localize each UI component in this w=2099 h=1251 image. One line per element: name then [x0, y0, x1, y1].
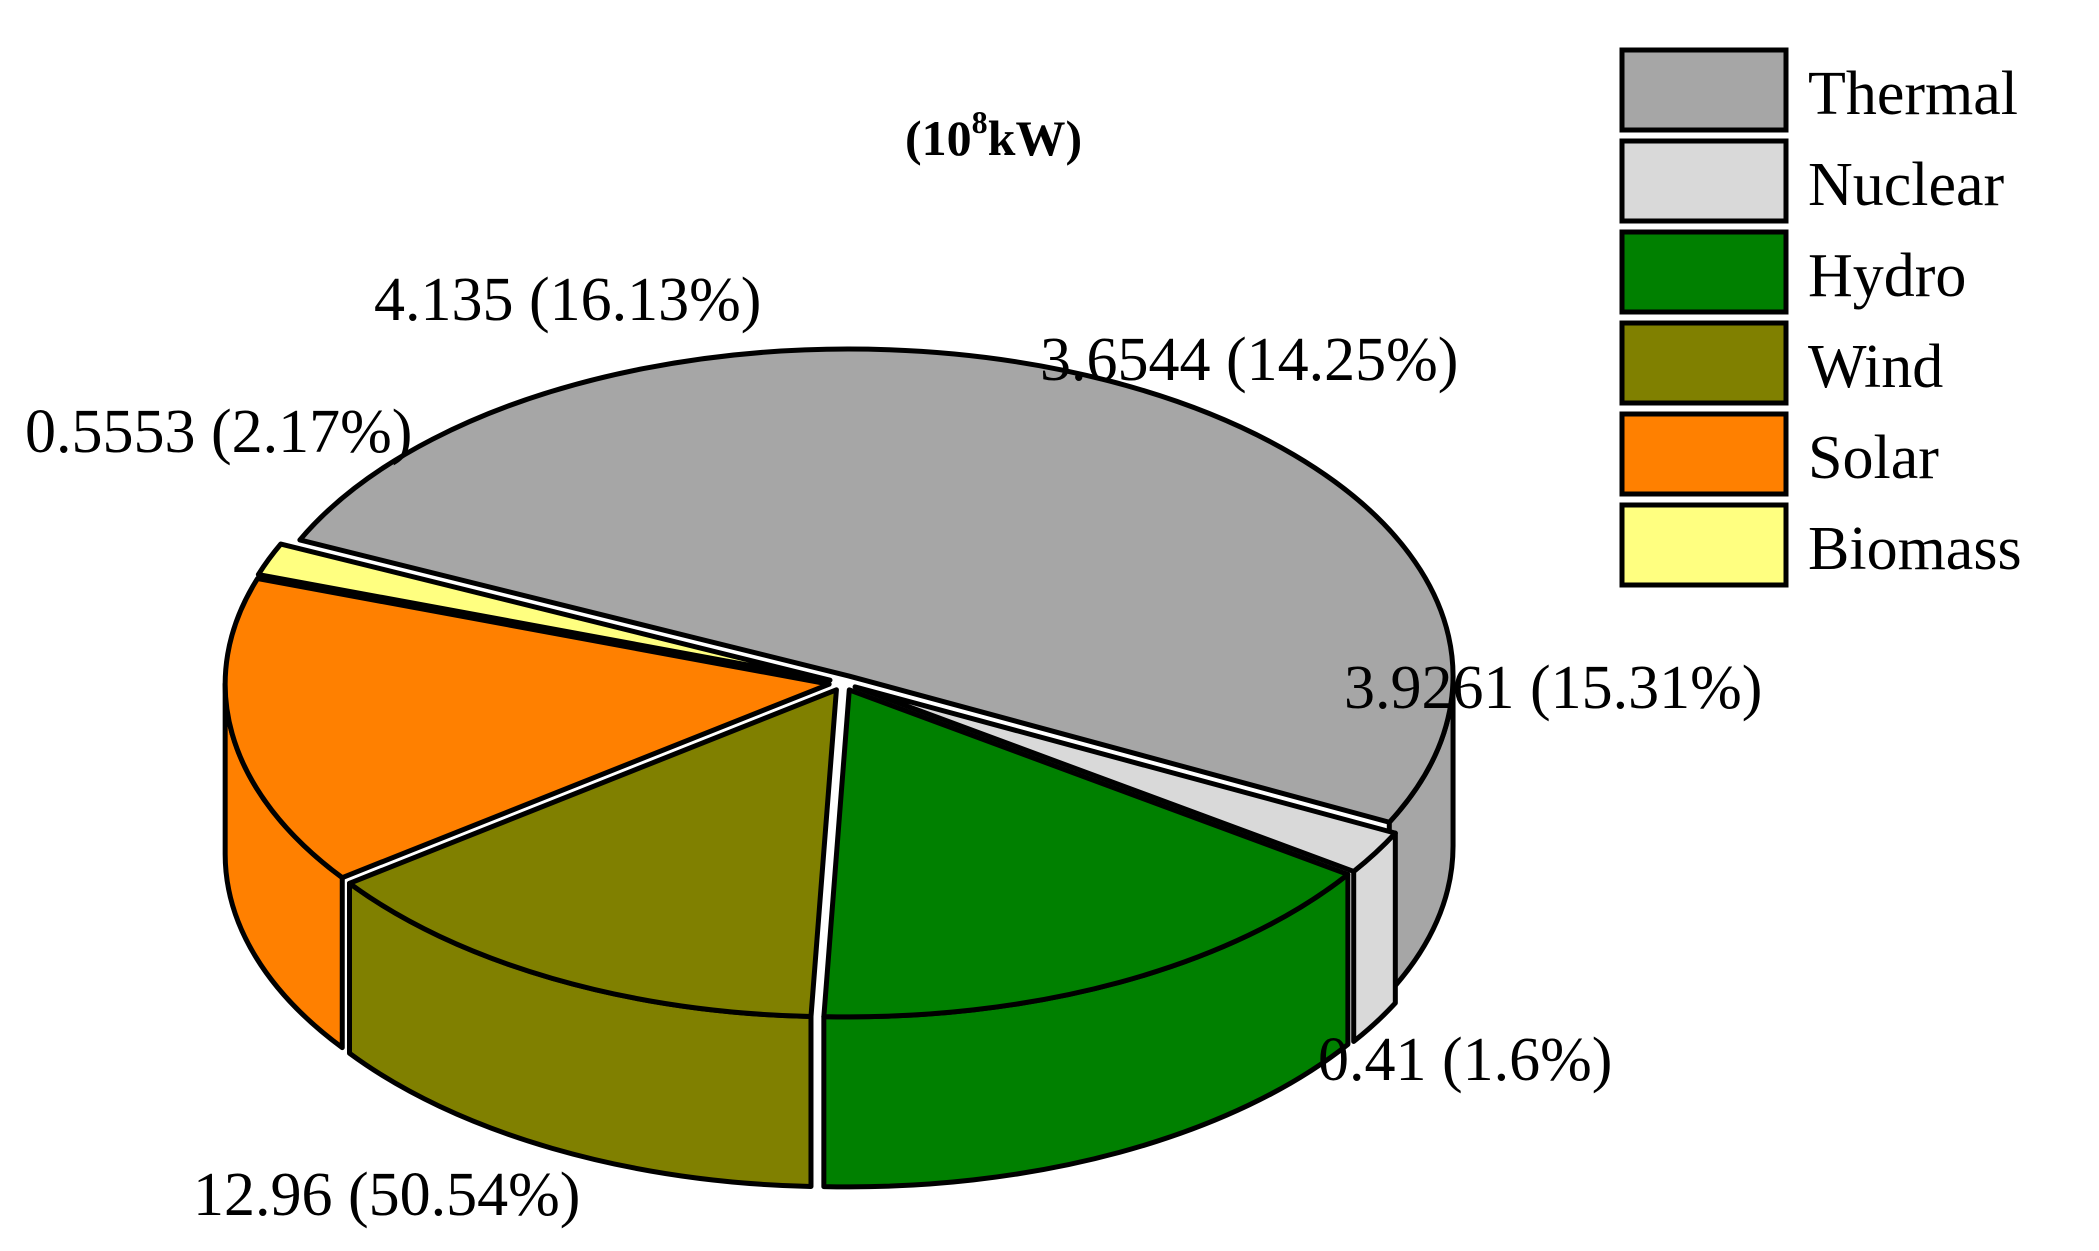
legend-swatch-biomass [1619, 502, 1789, 588]
slice-top-wind [347, 687, 839, 1019]
data-label-solar: 3.9261 (15.31%) [1344, 654, 1762, 722]
data-label-wind: 3.6544 (14.25%) [1040, 326, 1458, 394]
legend-label-hydro: Hydro [1808, 242, 1966, 310]
slice-top-thermal [297, 346, 1456, 825]
slice-top-biomass [255, 541, 833, 683]
legend-swatch-hydro [1619, 229, 1789, 315]
data-label-thermal: 12.96 (50.54%) [193, 1161, 580, 1229]
pie-body [222, 346, 1456, 1190]
data-label-hydro: 4.135 (16.13%) [374, 266, 761, 334]
legend-label-wind: Wind [1808, 333, 1943, 401]
legend-swatch-thermal [1619, 47, 1789, 133]
slice-top-hydro [821, 687, 1351, 1020]
unit-label: (108kW) [905, 104, 1082, 166]
data-labels: 12.96 (50.54%) 0.5553 (2.17%) 4.135 (16.… [25, 266, 1762, 1229]
slice-top-solar [222, 576, 832, 881]
legend-label-biomass: Biomass [1808, 515, 2022, 583]
legend-swatch-solar [1619, 411, 1789, 497]
legend: Thermal Nuclear Hydro Wind Solar Biomass [1619, 47, 2022, 588]
legend-label-solar: Solar [1808, 424, 1939, 492]
legend-swatch-nuclear [1619, 138, 1789, 224]
data-label-nuclear: 0.5553 (2.17%) [25, 398, 412, 466]
legend-label-thermal: Thermal [1808, 60, 2018, 128]
slice-top-nuclear [852, 684, 1398, 874]
legend-label-nuclear: Nuclear [1808, 151, 2005, 219]
legend-swatch-wind [1619, 320, 1789, 406]
data-label-biomass: 0.41 (1.6%) [1318, 1026, 1612, 1094]
